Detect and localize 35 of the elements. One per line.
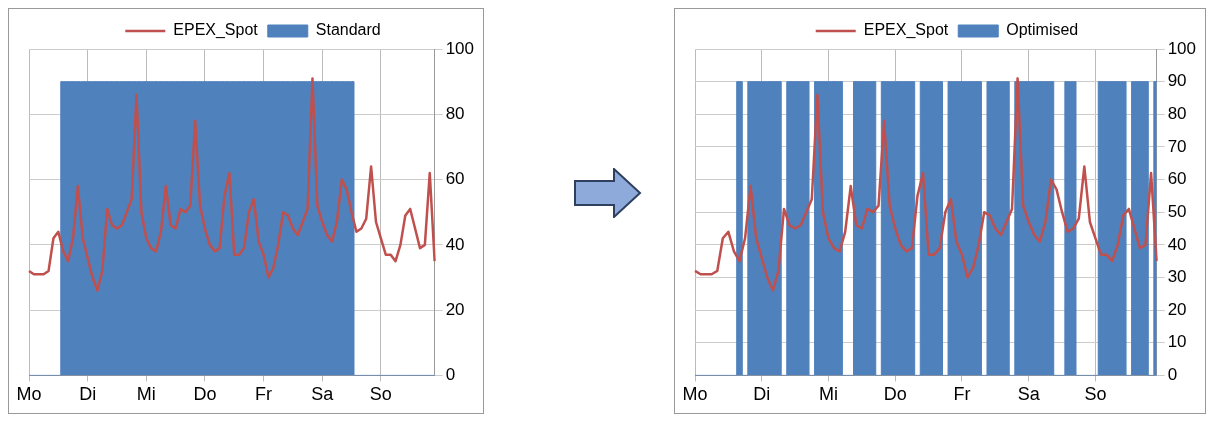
legend-label: Standard [315, 21, 381, 39]
y-tick-label: 40 [1167, 234, 1187, 254]
x-tick-label: Mi [136, 384, 156, 405]
y-tick-label: 60 [445, 169, 465, 189]
y-tick-label: 80 [1167, 103, 1187, 123]
x-tick-label: Di [79, 384, 97, 405]
y-tick-label: 0 [1167, 365, 1178, 385]
x-tick-label: Di [753, 384, 771, 405]
legend-label: EPEX_Spot [863, 21, 949, 40]
x-tick-label: Fr [953, 384, 971, 405]
y-tick-label: 80 [445, 103, 465, 123]
y-tick-label: 50 [1167, 201, 1187, 221]
y-tick-label: 40 [445, 234, 465, 254]
x-tick-label: Sa [1017, 384, 1041, 405]
legend-label: Optimised [1006, 21, 1079, 39]
y-tick-label: 100 [1167, 38, 1197, 58]
y-tick-label: 10 [1167, 332, 1187, 352]
y-tick-label: 100 [445, 38, 475, 58]
y-tick-label: 30 [1167, 267, 1187, 287]
x-tick-label: So [369, 384, 392, 405]
x-tick-label: Mo [16, 384, 42, 405]
x-tick-label: Fr [255, 384, 273, 405]
x-tick-label: Do [883, 384, 907, 405]
x-tick-label: Do [193, 384, 217, 405]
x-tick-label: So [1084, 384, 1107, 405]
x-tick-label: Mi [818, 384, 838, 405]
x-tick-label: Sa [311, 384, 335, 405]
y-tick-label: 90 [1167, 71, 1187, 91]
y-tick-label: 0 [445, 365, 456, 385]
x-tick-label: Mo [682, 384, 708, 405]
y-tick-label: 60 [1167, 169, 1187, 189]
y-tick-label: 70 [1167, 136, 1187, 156]
legend-label: EPEX_Spot [173, 21, 259, 40]
y-tick-label: 20 [445, 299, 465, 319]
y-tick-label: 20 [1167, 299, 1187, 319]
